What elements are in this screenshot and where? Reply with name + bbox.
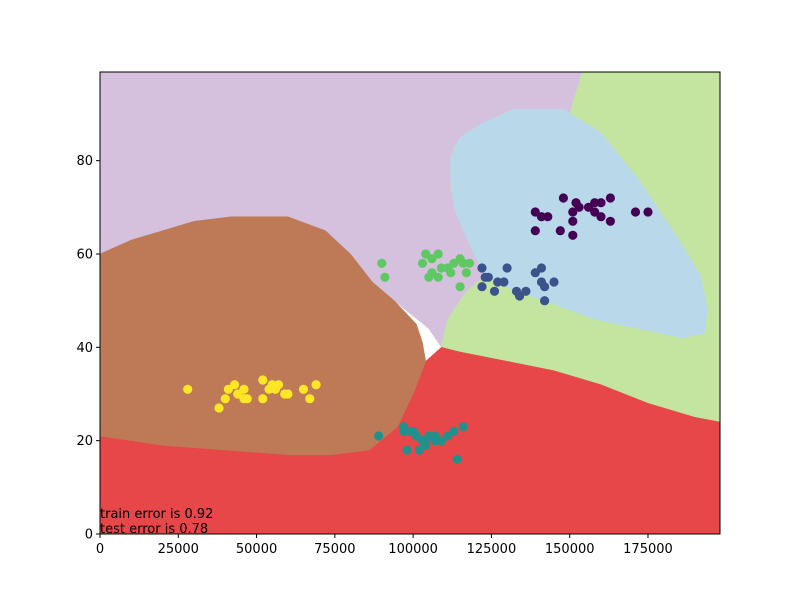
point-class-3-4 bbox=[427, 254, 437, 264]
point-class-4-14 bbox=[273, 380, 284, 390]
point-class-0-12 bbox=[605, 193, 616, 203]
point-class-4-4 bbox=[230, 380, 240, 390]
point-class-0-16 bbox=[568, 216, 578, 226]
point-class-4-16 bbox=[283, 389, 293, 399]
point-class-3-1 bbox=[380, 272, 390, 282]
point-class-4-8 bbox=[242, 394, 252, 404]
point-class-3-9 bbox=[449, 258, 459, 268]
point-class-2-2 bbox=[399, 426, 409, 436]
point-class-1-0 bbox=[477, 263, 487, 273]
x-axis: 0 25000 50000 75000 100000 125000 150000 175000 bbox=[96, 534, 673, 557]
x-tick-label: 25000 bbox=[158, 542, 199, 557]
point-class-2-18 bbox=[421, 440, 431, 450]
point-class-0-2 bbox=[543, 212, 553, 222]
y-tick-label: 80 bbox=[76, 154, 93, 169]
point-class-0-1 bbox=[536, 212, 547, 222]
point-class-0-19 bbox=[530, 226, 540, 236]
point-class-4-0 bbox=[183, 384, 193, 394]
point-class-0-15 bbox=[643, 207, 653, 217]
point-class-2-5 bbox=[408, 426, 418, 436]
point-class-0-3 bbox=[558, 193, 569, 203]
point-class-1-10 bbox=[521, 286, 531, 296]
point-class-1-14 bbox=[540, 282, 550, 292]
point-class-1-13 bbox=[536, 263, 547, 273]
point-class-1-15 bbox=[549, 277, 559, 287]
y-axis: 0 20 40 60 80 bbox=[76, 154, 100, 543]
x-tick-label: 0 bbox=[96, 542, 104, 557]
test-error-annotation: test error is 0.78 bbox=[100, 522, 208, 537]
point-class-2-11 bbox=[436, 436, 446, 446]
x-tick-label: 100000 bbox=[388, 542, 438, 557]
point-class-0-17 bbox=[555, 226, 565, 236]
x-tick-label: 50000 bbox=[236, 542, 277, 557]
data-points bbox=[183, 193, 653, 464]
point-class-3-7 bbox=[436, 263, 446, 273]
point-class-3-0 bbox=[377, 258, 387, 268]
point-class-3-17 bbox=[446, 268, 456, 278]
point-class-3-2 bbox=[417, 258, 428, 268]
point-class-4-9 bbox=[258, 375, 268, 385]
point-class-4-1 bbox=[214, 403, 224, 413]
point-class-1-7 bbox=[499, 277, 509, 287]
point-class-3-15 bbox=[433, 272, 443, 282]
point-class-3-12 bbox=[461, 268, 471, 278]
x-tick-label: 125000 bbox=[467, 542, 517, 557]
point-class-0-13 bbox=[605, 216, 616, 226]
point-class-2-13 bbox=[449, 426, 459, 436]
decision-region-3 bbox=[99, 216, 426, 455]
point-class-1-4 bbox=[489, 286, 500, 296]
x-tick-label: 175000 bbox=[623, 542, 673, 557]
point-class-3-14 bbox=[455, 282, 465, 292]
point-class-2-15 bbox=[452, 454, 462, 464]
point-class-2-16 bbox=[402, 445, 412, 455]
point-class-2-8 bbox=[424, 431, 434, 441]
point-class-1-6 bbox=[483, 272, 493, 282]
point-class-0-6 bbox=[574, 202, 584, 212]
point-class-3-6 bbox=[433, 249, 443, 259]
point-class-0-9 bbox=[596, 198, 606, 208]
decision-regions bbox=[99, 71, 721, 535]
point-class-4-2 bbox=[220, 394, 230, 404]
point-class-0-18 bbox=[568, 230, 578, 240]
point-class-0-14 bbox=[630, 207, 641, 217]
x-tick-label: 75000 bbox=[314, 542, 355, 557]
point-class-0-8 bbox=[590, 198, 600, 208]
y-tick-label: 40 bbox=[76, 341, 93, 356]
point-class-1-16 bbox=[540, 296, 550, 306]
point-class-4-19 bbox=[311, 380, 321, 390]
train-error-annotation: train error is 0.92 bbox=[100, 507, 213, 522]
point-class-2-17 bbox=[414, 445, 424, 455]
point-class-4-17 bbox=[298, 384, 309, 394]
x-tick-label: 150000 bbox=[545, 542, 595, 557]
y-tick-label: 20 bbox=[76, 434, 93, 449]
point-class-2-0 bbox=[374, 431, 384, 441]
point-class-2-14 bbox=[458, 422, 468, 432]
y-tick-label: 0 bbox=[85, 528, 93, 543]
point-class-3-16 bbox=[424, 272, 434, 282]
point-class-3-11 bbox=[458, 258, 468, 268]
point-class-1-9 bbox=[515, 291, 525, 301]
point-class-4-10 bbox=[258, 394, 268, 404]
point-class-3-13 bbox=[464, 258, 475, 268]
point-class-0-11 bbox=[596, 212, 606, 222]
point-class-4-6 bbox=[239, 384, 249, 394]
point-class-4-18 bbox=[305, 394, 315, 404]
point-class-0-5 bbox=[568, 207, 578, 217]
point-class-1-3 bbox=[502, 263, 512, 273]
decision-region-4 bbox=[450, 109, 708, 339]
point-class-0-10 bbox=[590, 207, 600, 217]
y-tick-label: 60 bbox=[76, 248, 93, 263]
point-class-1-5 bbox=[477, 282, 487, 292]
plot-frame bbox=[99, 71, 721, 535]
